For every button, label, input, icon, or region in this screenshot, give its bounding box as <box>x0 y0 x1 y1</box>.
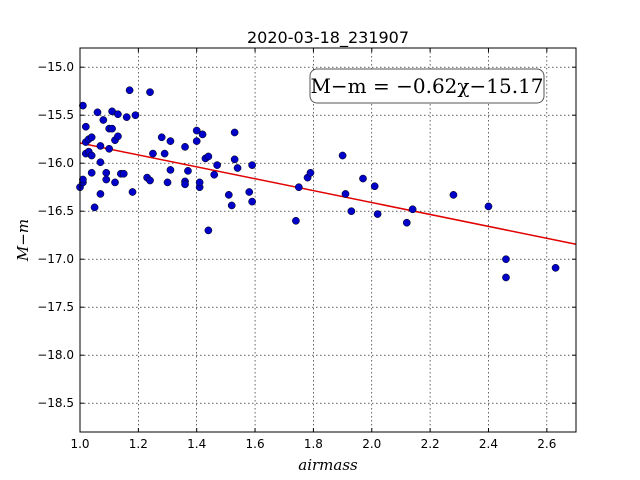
data-point <box>96 190 105 198</box>
data-point <box>449 191 458 199</box>
data-point <box>347 207 356 216</box>
data-point <box>122 113 131 121</box>
data-point <box>248 197 256 206</box>
data-point <box>96 142 105 150</box>
y-tick-label: −17.5 <box>37 300 74 314</box>
y-tick-label: −17.0 <box>37 252 74 266</box>
x-tick-label: 1.0 <box>70 437 89 451</box>
data-point <box>230 128 239 137</box>
data-point <box>87 133 96 142</box>
y-tick-labels: −15.0 −15.5 −16.0 −16.5 −17.0 −17.5 −18.0 −18.5 <box>37 60 74 410</box>
fit-equation-box: M−m = −0.62χ−15.17 <box>309 68 545 104</box>
data-point <box>93 108 102 117</box>
data-point <box>99 116 108 124</box>
x-tick-label: 2.2 <box>421 437 440 451</box>
x-tick-label: 1.8 <box>304 437 323 451</box>
data-point <box>119 169 128 178</box>
plot-frame <box>79 47 577 433</box>
axis-ticks <box>79 48 576 432</box>
plot-area <box>80 48 576 432</box>
data-point <box>149 149 157 158</box>
data-point <box>146 176 154 185</box>
data-point <box>111 178 119 187</box>
chart-title: 2020-03-18_231907 <box>247 28 409 48</box>
x-tick-label: 2.4 <box>479 437 498 451</box>
data-point <box>551 263 560 272</box>
data-point <box>233 164 242 172</box>
data-point <box>79 101 87 110</box>
data-point <box>292 216 300 225</box>
x-tick-label: 2.0 <box>362 437 381 451</box>
x-tick-label: 2.6 <box>537 437 556 451</box>
data-point <box>166 137 175 145</box>
fit-equation-text: M−m = −0.62χ−15.17 <box>310 74 543 98</box>
data-point <box>184 167 192 175</box>
data-point <box>96 158 105 167</box>
y-tick-label: −16.5 <box>37 204 74 218</box>
fit-line <box>79 142 577 245</box>
data-point <box>114 110 122 119</box>
data-point <box>128 188 137 196</box>
y-tick-label: −15.0 <box>37 60 74 74</box>
data-point <box>502 273 510 282</box>
data-point <box>90 203 99 212</box>
data-point <box>210 170 219 179</box>
y-tick-label: −16.0 <box>37 156 74 170</box>
data-point <box>195 178 204 187</box>
data-point <box>402 218 411 227</box>
data-point <box>102 168 111 177</box>
data-point <box>204 226 213 235</box>
data-point <box>114 132 122 141</box>
data-point <box>408 205 417 214</box>
data-point <box>181 143 189 151</box>
data-point <box>166 166 175 174</box>
data-point <box>502 255 510 264</box>
x-tick-label: 1.4 <box>187 437 206 451</box>
y-tick-label: −18.5 <box>37 396 74 410</box>
data-point <box>224 191 233 199</box>
data-point <box>108 124 116 133</box>
x-tick-labels: 1.0 1.2 1.4 1.6 1.8 2.0 2.2 2.4 2.6 <box>70 437 556 451</box>
data-point <box>87 168 96 177</box>
x-axis-label: airmass <box>298 456 358 474</box>
data-point <box>338 151 347 160</box>
data-point <box>146 88 154 97</box>
data-point <box>87 151 96 160</box>
data-point <box>370 182 379 191</box>
data-points <box>76 86 560 282</box>
data-point <box>163 178 172 187</box>
x-tick-label: 1.2 <box>129 437 148 451</box>
data-point <box>160 149 169 158</box>
data-point <box>359 174 367 183</box>
data-point <box>484 202 493 211</box>
data-point <box>102 175 111 184</box>
fit-equation-frame <box>309 68 545 104</box>
grid-lines <box>79 48 576 432</box>
data-point <box>373 210 382 218</box>
data-point <box>181 180 189 189</box>
data-point <box>79 175 87 184</box>
x-tick-label: 1.6 <box>246 437 265 451</box>
y-axis-label: M−m <box>14 219 32 262</box>
data-point <box>192 137 201 145</box>
data-point <box>157 133 166 142</box>
data-point <box>105 144 114 153</box>
data-point <box>227 201 236 210</box>
data-point <box>213 161 221 169</box>
data-point <box>125 86 134 95</box>
data-point <box>192 126 201 135</box>
data-point <box>81 122 90 131</box>
y-tick-label: −18.0 <box>37 348 74 362</box>
data-point <box>204 152 213 161</box>
data-point <box>306 168 315 177</box>
data-point <box>245 188 254 196</box>
data-point <box>341 190 350 198</box>
data-point <box>248 161 256 169</box>
data-point <box>230 155 239 164</box>
data-point <box>131 111 140 120</box>
y-tick-label: −15.5 <box>37 108 74 122</box>
data-point <box>198 130 207 139</box>
data-point <box>294 183 303 192</box>
